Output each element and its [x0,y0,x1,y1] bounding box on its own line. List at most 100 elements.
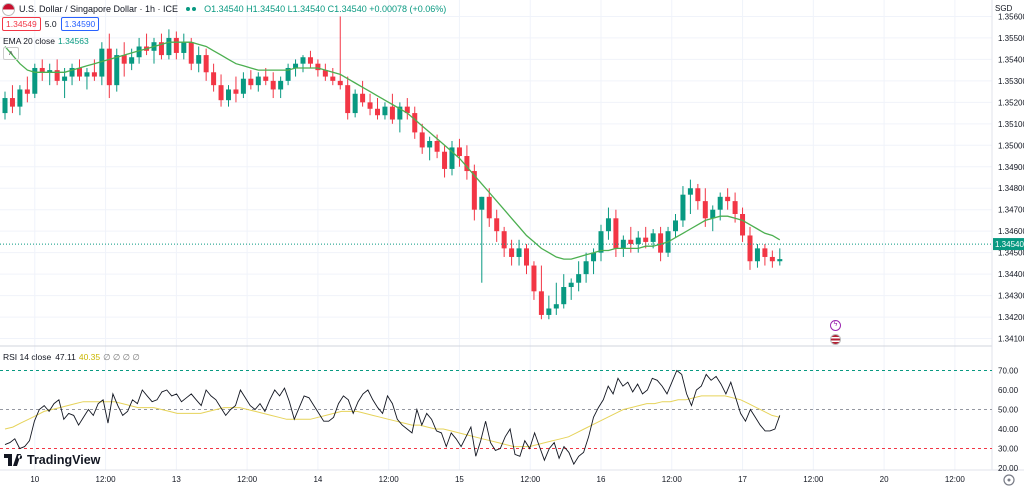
candle [337,16,343,90]
sell-price-button[interactable]: 1.34549 [2,17,41,31]
candle [240,72,246,99]
rsi-ma-line [4,395,780,448]
candle [643,226,649,249]
price-tick-label: 1.34700 [998,206,1024,215]
currency-label[interactable]: SGD [995,4,1013,13]
ema-legend[interactable]: EMA 20 close 1.34563 [3,36,89,46]
symbol-title[interactable]: U.S. Dollar / Singapore Dollar · 1h · IC… [19,4,179,14]
lightning-event-icon[interactable]: ϟ [830,320,841,331]
rsi-pane [0,369,992,466]
event-markers: ϟ [830,320,841,348]
tradingview-logo[interactable]: TradingView [4,453,100,467]
time-tick-label: 16 [597,475,606,484]
price-tick-label: 1.34600 [998,227,1024,236]
candle [531,261,537,300]
ema-legend-value: 1.34563 [57,36,89,46]
tradingview-logo-text: TradingView [27,453,101,467]
candle [553,282,559,315]
candle [32,63,38,99]
rsi-tick-label: 50.00 [998,406,1019,415]
us-flag-event-icon[interactable] [830,334,841,345]
rsi-extra-values: ∅ ∅ ∅ ∅ [103,352,140,362]
time-tick-label: 15 [455,475,464,484]
settings-gear-icon[interactable] [1003,474,1015,486]
collapse-legend-chevron-icon[interactable]: ˄ [3,47,19,60]
candle [62,67,68,99]
candle [687,179,693,215]
price-tick-label: 1.35200 [998,98,1024,107]
time-tick-label: 13 [172,475,181,484]
candle [345,76,351,120]
candle [114,48,120,92]
candle [106,33,112,99]
candle [747,226,753,270]
price-tick-label: 1.34100 [998,335,1024,344]
candle [479,196,485,283]
gridlines [0,0,992,470]
candle [218,74,224,107]
candle [754,244,760,268]
candle [568,278,574,300]
candle [196,46,202,73]
price-tick-label: 1.35300 [998,77,1024,86]
candle [397,102,403,133]
candle [129,48,135,71]
price-tick-label: 1.35600 [998,12,1024,21]
rsi-tick-label: 60.00 [998,386,1019,395]
candle [732,192,738,223]
price-pane [0,16,992,320]
price-tick-label: 1.34500 [998,249,1024,258]
time-tick-label: 12:00 [379,475,400,484]
candle [509,239,515,266]
candle [494,209,500,242]
tradingview-logo-icon [4,454,22,466]
candle [330,67,336,86]
rsi-tick-label: 20.00 [998,464,1019,473]
status-dots-icon[interactable] [186,7,197,11]
candle [99,42,105,86]
candle [740,207,746,242]
price-tick-label: 1.35500 [998,34,1024,43]
candle [620,235,626,257]
time-tick-label: 12:00 [662,475,683,484]
rsi-legend[interactable]: RSI 14 close 47.11 40.35 ∅ ∅ ∅ ∅ [3,352,140,363]
candle [486,188,492,227]
candle [188,37,194,71]
candle [166,29,172,60]
spread-value: 5.0 [44,19,57,29]
price-tick-label: 1.35100 [998,120,1024,129]
time-tick-label: 12:00 [945,475,966,484]
rsi-tick-label: 70.00 [998,367,1019,376]
candle [39,59,45,81]
candle [211,63,217,92]
candle [605,207,611,240]
candle [278,76,284,99]
candle [576,261,582,292]
candle [263,67,269,86]
candle [360,80,366,107]
price-tick-label: 1.35000 [998,141,1024,150]
candle [2,91,8,120]
candle [695,183,701,210]
buy-price-button[interactable]: 1.34590 [60,17,100,31]
last-price-marker [993,238,1024,251]
last-price-label: 1.34540 [995,240,1024,249]
time-tick-label: 12:00 [803,475,824,484]
candle [173,31,179,60]
candle [598,224,604,262]
candle [412,106,418,139]
candle [47,63,53,86]
candle [9,85,15,114]
candle [91,59,97,81]
price-tick-label: 1.34900 [998,163,1024,172]
candle [538,265,544,320]
candle [471,164,477,221]
candle [419,123,425,154]
rsi-legend-value: 47.11 [55,352,76,362]
candle [613,209,619,257]
rsi-tick-label: 30.00 [998,445,1019,454]
rsi-legend-label: RSI 14 close [3,352,52,362]
price-axis: 1.35600 1.35500 1.35400 1.35300 1.35200 1.351… [993,12,1024,344]
candle [777,248,783,266]
